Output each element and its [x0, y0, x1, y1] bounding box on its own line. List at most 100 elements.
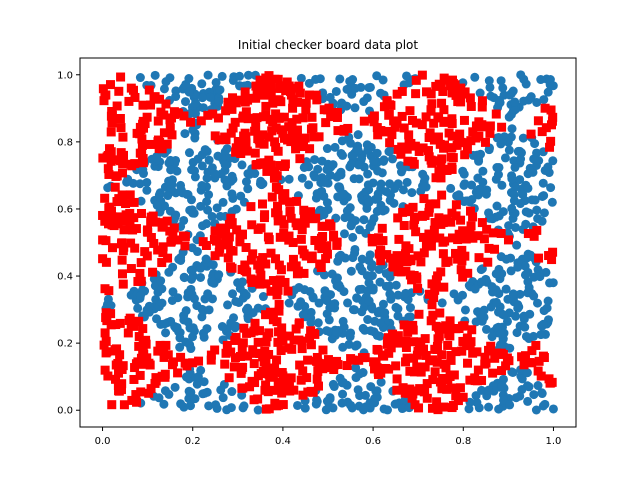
scatter-point-square	[433, 113, 443, 123]
scatter-point-circle	[386, 294, 396, 304]
scatter-point-circle	[492, 201, 502, 211]
scatter-point-square	[118, 246, 128, 256]
scatter-point-circle	[535, 272, 545, 282]
scatter-point-square	[264, 235, 274, 245]
scatter-point-square	[306, 340, 316, 350]
scatter-point-circle	[538, 401, 548, 411]
scatter-point-square	[186, 117, 196, 127]
scatter-point-circle	[204, 155, 214, 165]
scatter-point-square	[432, 397, 442, 407]
scatter-point-circle	[336, 250, 346, 260]
scatter-point-square	[443, 375, 453, 385]
scatter-point-square	[129, 197, 139, 207]
scatter-point-square	[407, 115, 417, 125]
scatter-point-square	[273, 216, 283, 226]
scatter-point-circle	[494, 211, 504, 221]
scatter-point-square	[279, 112, 289, 122]
scatter-point-square	[447, 403, 457, 413]
scatter-point-square	[261, 380, 271, 390]
scatter-point-square	[400, 388, 410, 398]
scatter-point-circle	[207, 211, 217, 221]
scatter-point-circle	[505, 133, 515, 143]
scatter-point-square	[130, 92, 140, 102]
scatter-point-square	[169, 223, 179, 233]
scatter-point-square	[266, 286, 276, 296]
scatter-point-square	[230, 335, 240, 345]
scatter-point-circle	[354, 160, 364, 170]
scatter-point-square	[445, 323, 455, 333]
scatter-point-square	[117, 168, 127, 178]
scatter-point-square	[173, 235, 183, 245]
scatter-point-square	[533, 116, 543, 126]
scatter-point-circle	[350, 305, 360, 315]
scatter-point-square	[428, 355, 438, 365]
scatter-point-square	[121, 210, 131, 220]
scatter-point-square	[268, 276, 278, 286]
scatter-point-square	[243, 351, 253, 361]
scatter-point-square	[317, 221, 327, 231]
scatter-point-square	[428, 375, 438, 385]
scatter-point-square	[456, 265, 466, 275]
scatter-point-square	[389, 335, 399, 345]
scatter-point-circle	[296, 73, 306, 83]
scatter-point-circle	[512, 328, 522, 338]
scatter-point-square	[305, 333, 315, 343]
scatter-point-circle	[498, 83, 508, 93]
scatter-point-square	[428, 310, 438, 320]
scatter-point-circle	[304, 180, 314, 190]
scatter-point-square	[146, 212, 156, 222]
scatter-point-circle	[363, 315, 373, 325]
scatter-point-square	[463, 268, 473, 278]
scatter-point-square	[453, 254, 463, 264]
scatter-point-circle	[381, 281, 391, 291]
scatter-point-circle	[168, 262, 178, 272]
scatter-point-square	[179, 111, 189, 121]
scatter-point-square	[458, 392, 468, 402]
scatter-point-circle	[159, 319, 169, 329]
scatter-point-square	[134, 341, 144, 351]
scatter-point-circle	[407, 188, 417, 198]
scatter-point-circle	[459, 197, 469, 207]
scatter-point-square	[422, 393, 432, 403]
scatter-point-circle	[317, 156, 327, 166]
scatter-point-square	[201, 240, 211, 250]
scatter-point-circle	[205, 92, 215, 102]
scatter-point-circle	[372, 330, 382, 340]
scatter-point-square	[284, 81, 294, 91]
scatter-point-circle	[169, 215, 179, 225]
scatter-point-square	[264, 328, 274, 338]
scatter-point-circle	[328, 160, 338, 170]
scatter-point-square	[226, 213, 236, 223]
scatter-point-circle	[170, 382, 180, 392]
scatter-point-circle	[220, 175, 230, 185]
scatter-point-square	[394, 234, 404, 244]
scatter-point-square	[413, 251, 423, 261]
scatter-point-circle	[346, 400, 356, 410]
scatter-point-circle	[373, 193, 383, 203]
scatter-point-square	[534, 253, 544, 263]
scatter-point-circle	[144, 301, 154, 311]
scatter-point-circle	[372, 71, 382, 81]
scatter-point-square	[429, 225, 439, 235]
scatter-point-square	[241, 107, 251, 117]
scatter-point-square	[210, 226, 220, 236]
scatter-point-square	[268, 385, 278, 395]
scatter-point-square	[159, 352, 169, 362]
scatter-point-circle	[211, 77, 221, 87]
scatter-point-square	[258, 130, 268, 140]
scatter-point-circle	[342, 84, 352, 94]
scatter-point-square	[167, 130, 177, 140]
scatter-point-circle	[494, 404, 504, 414]
scatter-point-circle	[186, 344, 196, 354]
scatter-point-square	[526, 129, 536, 139]
scatter-point-circle	[449, 289, 459, 299]
scatter-point-square	[376, 246, 386, 256]
scatter-point-square	[529, 231, 539, 241]
scatter-point-square	[309, 132, 319, 142]
scatter-point-square	[314, 132, 324, 142]
scatter-point-square	[418, 143, 428, 153]
scatter-point-square	[392, 89, 402, 99]
scatter-point-square	[238, 113, 248, 123]
scatter-point-circle	[530, 195, 540, 205]
scatter-point-square	[236, 351, 246, 361]
